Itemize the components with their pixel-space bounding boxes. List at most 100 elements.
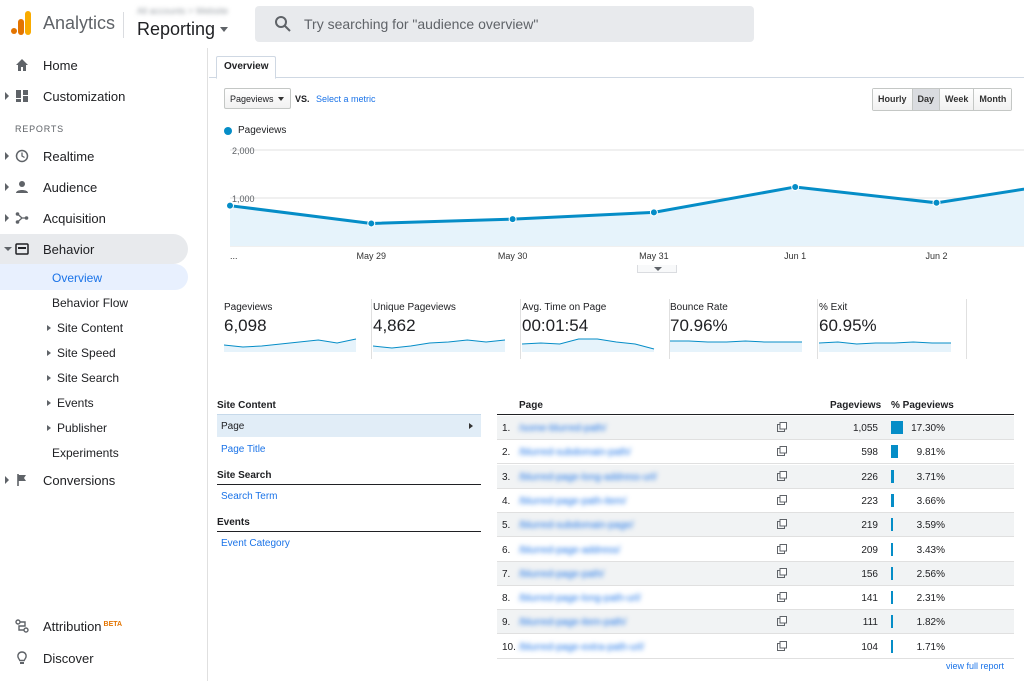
reports-section-header: REPORTS <box>15 124 64 134</box>
day-button[interactable]: Day <box>912 89 941 110</box>
acquisition-icon <box>15 212 29 224</box>
page-link[interactable]: /blurred-page-extra-path-url/ <box>519 641 645 653</box>
page-link[interactable]: /blurred-page-long-path-url/ <box>519 593 641 605</box>
select-metric-link[interactable]: Select a metric <box>316 94 376 104</box>
open-in-new-icon[interactable] <box>777 616 787 627</box>
share-bar <box>891 639 893 653</box>
sidebar-label-site-search: Site Search <box>57 371 120 385</box>
column-header-pageviews[interactable]: Pageviews <box>830 400 882 411</box>
sidebar-item-experiments[interactable]: Experiments <box>52 446 119 460</box>
page-link[interactable]: /blurred-subdomain-page/ <box>519 520 634 532</box>
scorecard[interactable]: Bounce Rate 70.96% <box>670 299 818 359</box>
pct-value: 1.71% <box>916 641 945 653</box>
dimension-page-title[interactable]: Page Title <box>221 444 266 455</box>
pct-value: 3.59% <box>916 520 945 532</box>
sidebar-item-site-content[interactable]: Site Content <box>47 321 123 335</box>
open-in-new-icon[interactable] <box>777 640 787 651</box>
sidebar-item-conversions[interactable]: Conversions <box>0 466 200 494</box>
view-dropdown-icon[interactable] <box>220 27 228 32</box>
row-index: 5. <box>502 520 511 532</box>
search-bar[interactable] <box>255 6 754 42</box>
view-selector[interactable]: Reporting <box>137 19 216 39</box>
open-in-new-icon[interactable] <box>777 567 787 578</box>
sidebar-item-publisher[interactable]: Publisher <box>47 421 107 435</box>
scorecard[interactable]: Avg. Time on Page 00:01:54 <box>522 299 670 359</box>
view-full-report-link[interactable]: view full report <box>946 661 1005 671</box>
sidebar-item-site-speed[interactable]: Site Speed <box>47 346 116 360</box>
month-button[interactable]: Month <box>974 89 1012 110</box>
table-row[interactable]: 8. /blurred-page-long-path-url/141 2.31% <box>497 586 1014 611</box>
open-in-new-icon[interactable] <box>777 446 787 457</box>
legend-swatch <box>224 127 232 135</box>
sidebar-item-audience[interactable]: Audience <box>0 173 200 201</box>
table-row[interactable]: 7. /blurred-page-path/156 2.56% <box>497 561 1014 586</box>
sidebar-item-behavior-flow[interactable]: Behavior Flow <box>52 296 129 310</box>
dimension-search-term[interactable]: Search Term <box>221 491 278 502</box>
sidebar-item-customization[interactable]: Customization <box>0 82 200 110</box>
person-icon <box>16 181 28 193</box>
scorecard[interactable]: Unique Pageviews 4,862 <box>373 299 521 359</box>
row-index: 10. <box>502 641 516 653</box>
page-link[interactable]: /some-blurred-path/ <box>519 423 607 434</box>
open-in-new-icon[interactable] <box>777 494 787 505</box>
scorecard[interactable]: Pageviews 6,098 <box>224 299 372 359</box>
sparkline-line <box>670 340 802 343</box>
chart-collapse-handle[interactable] <box>637 265 677 273</box>
analytics-logo-icon[interactable] <box>10 11 32 35</box>
search-input[interactable] <box>304 12 734 36</box>
expand-arrow-icon <box>47 400 51 406</box>
top-header: Analytics All accounts > Website Reporti… <box>0 0 1024 48</box>
table-row[interactable]: 2. /blurred-subdomain-path/598 9.81% <box>497 440 1014 465</box>
scorecard[interactable]: % Exit 60.95% <box>819 299 967 359</box>
page-link[interactable]: /blurred-page-path-item/ <box>519 495 627 507</box>
scorecard-label: Pageviews <box>224 302 273 313</box>
share-bar <box>891 615 893 629</box>
open-in-new-icon[interactable] <box>777 592 787 603</box>
app-title: Analytics <box>43 13 116 33</box>
week-button[interactable]: Week <box>940 89 975 110</box>
table-row[interactable]: 3. /blurred-page-long-address-url/226 3.71… <box>497 464 1014 489</box>
row-index: 4. <box>502 495 511 507</box>
page-link[interactable]: /blurred-page-long-address-url/ <box>519 471 657 483</box>
hourly-button[interactable]: Hourly <box>873 89 913 110</box>
table-row[interactable]: 10./blurred-page-extra-path-url/104 1.71% <box>497 635 1014 659</box>
arrow-right-icon <box>469 423 473 429</box>
sparkline-area <box>670 341 802 352</box>
scorecard-label: Bounce Rate <box>670 302 728 313</box>
page-link[interactable]: /blurred-subdomain-path/ <box>519 447 631 459</box>
metric-select[interactable]: Pageviews <box>224 88 291 109</box>
sidebar-item-discover[interactable]: Discover <box>0 644 200 672</box>
table-row[interactable]: 1. /some-blurred-path/1,055 17.30% <box>497 416 1014 440</box>
page-link[interactable]: /blurred-page-address/ <box>519 544 621 556</box>
sidebar-item-events[interactable]: Events <box>47 396 94 410</box>
sidebar-item-behavior[interactable]: Behavior <box>0 235 188 263</box>
table-row[interactable]: 9. /blurred-page-item-path/111 1.82% <box>497 610 1014 635</box>
sidebar-item-overview[interactable]: Overview <box>52 271 103 285</box>
open-in-new-icon[interactable] <box>777 519 787 530</box>
dimension-page[interactable]: Page <box>217 414 481 437</box>
page-link[interactable]: /blurred-page-item-path/ <box>519 617 627 629</box>
column-header-pct-pageviews[interactable]: % Pageviews <box>891 400 954 411</box>
dimension-event-category[interactable]: Event Category <box>221 538 290 549</box>
open-in-new-icon[interactable] <box>777 543 787 554</box>
sidebar-item-realtime[interactable]: Realtime <box>0 142 200 170</box>
pageviews-value: 226 <box>861 471 878 483</box>
page-link[interactable]: /blurred-page-path/ <box>519 568 605 580</box>
table-row[interactable]: 6. /blurred-page-address/209 3.43% <box>497 538 1014 562</box>
open-in-new-icon[interactable] <box>777 422 787 432</box>
open-in-new-icon[interactable] <box>777 470 787 481</box>
sparkline <box>670 340 802 352</box>
sidebar-item-site-search[interactable]: Site Search <box>47 371 119 385</box>
table-row[interactable]: 5. /blurred-subdomain-page/219 3.59% <box>497 513 1014 538</box>
sidebar-item-home[interactable]: Home <box>0 51 200 79</box>
pageviews-chart[interactable]: 1,000 2,000... May 29 May 30 May 31 Jun 1 Jun … <box>209 138 1024 268</box>
column-header-page[interactable]: Page <box>519 400 543 411</box>
account-breadcrumb[interactable]: All accounts > Website <box>137 6 229 16</box>
sidebar-item-acquisition[interactable]: Acquisition <box>0 204 200 232</box>
tab-overview[interactable]: Overview <box>216 56 277 79</box>
sidebar-item-attribution[interactable]: Attribution BETA <box>0 612 200 640</box>
scorecard-label: % Exit <box>819 302 848 313</box>
overview-highlight <box>0 264 188 290</box>
table-row[interactable]: 4. /blurred-page-path-item/223 3.66% <box>497 489 1014 513</box>
row-index: 7. <box>502 568 511 580</box>
